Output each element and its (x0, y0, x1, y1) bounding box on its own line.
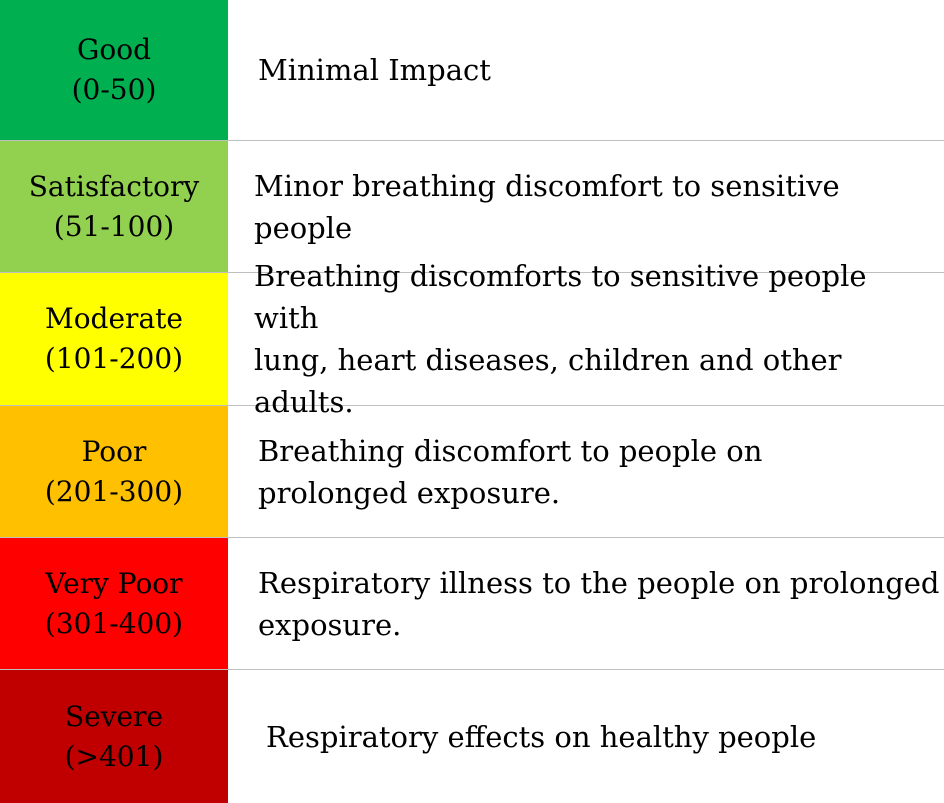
category-name: Severe (64, 699, 164, 733)
category-name: Good (76, 33, 151, 66)
category-cell: Very Poor (301-400) (0, 538, 228, 669)
category-range: (101-200) (44, 342, 184, 375)
category-cell: Poor (201-300) (0, 406, 228, 537)
impact-description: Breathing discomfort to people on prolon… (258, 433, 763, 510)
aqi-row-satisfactory: Satisfactory (51-100) Minor breathing di… (0, 141, 944, 273)
category-cell: Satisfactory (51-100) (0, 141, 228, 272)
impact-description: Breathing discomforts to sensitive peopl… (254, 259, 867, 419)
impact-description: Minor breathing discomfort to sensitive … (254, 168, 840, 245)
category-name: Moderate (45, 302, 183, 335)
category-name: Very Poor (45, 566, 183, 600)
category-cell: Good (0-50) (0, 0, 228, 140)
aqi-row-poor: Poor (201-300) Breathing discomfort to p… (0, 406, 944, 538)
aqi-row-severe: Severe (>401) Respiratory effects on hea… (0, 670, 944, 803)
category-range: (0-50) (71, 73, 157, 106)
category-cell: Severe (>401) (0, 670, 228, 803)
category-name: Satisfactory (28, 169, 200, 203)
category-range: (201-300) (44, 474, 184, 508)
category-name: Poor (81, 434, 147, 468)
impact-description: Respiratory illness to the people on pro… (258, 565, 940, 642)
category-range: (301-400) (44, 606, 184, 640)
category-cell: Moderate (101-200) (0, 273, 228, 405)
aqi-row-very-poor: Very Poor (301-400) Respiratory illness … (0, 538, 944, 670)
aqi-row-good: Good (0-50) Minimal Impact (0, 0, 944, 141)
category-range: (51-100) (53, 209, 175, 243)
impact-description: Respiratory effects on healthy people (266, 719, 817, 754)
aqi-row-moderate: Moderate (101-200) Breathing discomforts… (0, 259, 944, 419)
impact-description: Minimal Impact (258, 53, 491, 87)
category-range: (>401) (64, 739, 164, 773)
